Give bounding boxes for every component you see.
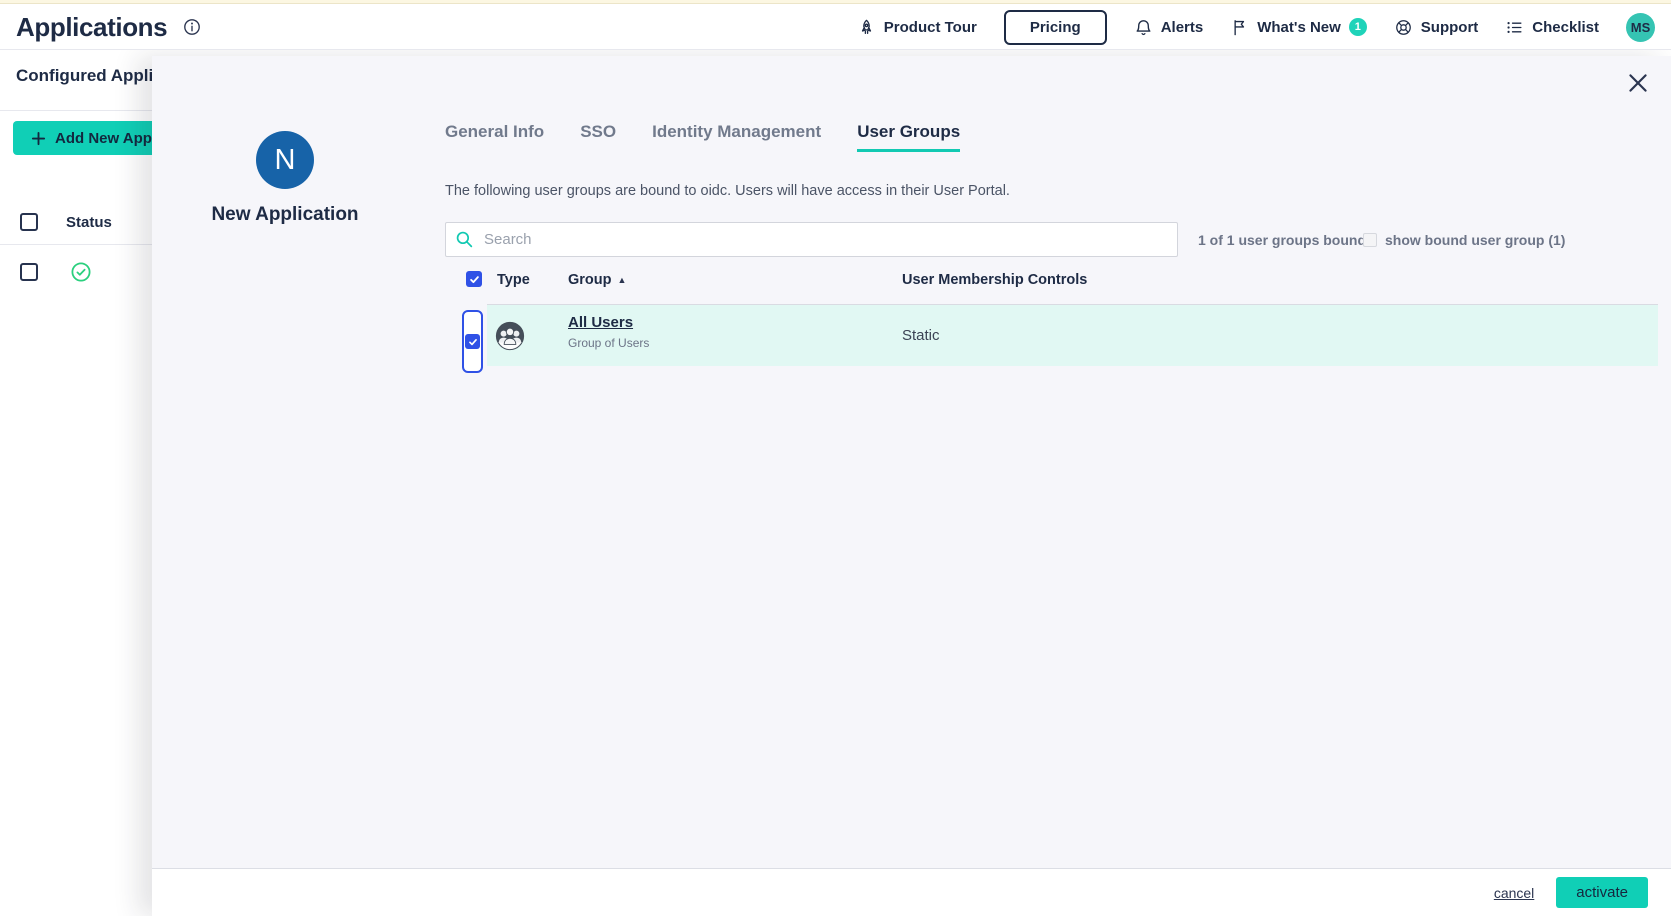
status-column-header: Status — [66, 214, 112, 231]
activate-button[interactable]: activate — [1556, 877, 1648, 908]
checklist-label: Checklist — [1532, 18, 1599, 36]
group-row-all-users[interactable]: All Users Group of Users Static — [487, 304, 1658, 366]
alerts-label: Alerts — [1160, 18, 1204, 36]
tab-general-info[interactable]: General Info — [445, 122, 545, 141]
application-config-panel: N New Application General Info SSO Ident… — [152, 56, 1671, 916]
rocket-icon — [857, 18, 876, 37]
top-accent-strip — [0, 0, 1671, 4]
group-column-label: Group — [568, 272, 612, 288]
product-tour-link[interactable]: Product Tour — [857, 18, 977, 37]
flag-icon — [1230, 18, 1249, 37]
user-group-icon — [495, 321, 525, 351]
group-row-checkbox[interactable] — [465, 334, 480, 349]
search-icon — [455, 230, 474, 249]
user-groups-description: The following user groups are bound to o… — [445, 183, 1010, 199]
cancel-link[interactable]: cancel — [1493, 884, 1535, 901]
group-row-checkbox-focus — [462, 310, 483, 373]
show-bound-checkbox[interactable] — [1363, 233, 1377, 247]
checklist-icon — [1505, 18, 1524, 37]
alerts-link[interactable]: Alerts — [1134, 18, 1204, 37]
select-all-apps-checkbox[interactable] — [20, 213, 38, 231]
select-all-groups-checkbox[interactable] — [466, 271, 482, 287]
support-label: Support — [1420, 18, 1479, 36]
group-description: Group of Users — [568, 336, 650, 350]
tab-sso[interactable]: SSO — [580, 122, 617, 141]
type-column-header: Type — [497, 272, 530, 288]
app-row-checkbox[interactable] — [20, 263, 38, 281]
product-tour-label: Product Tour — [883, 18, 977, 36]
header-nav: Product Tour Pricing Alerts What's New 1 — [857, 9, 1655, 45]
group-name-link[interactable]: All Users — [568, 314, 634, 331]
page-title: Applications — [16, 11, 168, 42]
user-avatar[interactable]: MS — [1626, 12, 1655, 42]
bound-groups-summary: 1 of 1 user groups bound — [1198, 232, 1367, 248]
close-icon[interactable] — [1625, 70, 1651, 96]
group-search — [445, 222, 1178, 257]
whats-new-badge: 1 — [1348, 18, 1367, 36]
application-name: New Application — [211, 204, 359, 225]
show-bound-label[interactable]: show bound user group (1) — [1385, 232, 1566, 248]
group-column-header[interactable]: Group ▲ — [568, 272, 626, 288]
membership-column-header: User Membership Controls — [902, 272, 1088, 288]
group-membership-value: Static — [902, 327, 940, 344]
sort-asc-icon: ▲ — [617, 275, 627, 285]
application-avatar: N — [256, 131, 314, 189]
panel-tabs: General Info SSO Identity Management Use… — [445, 122, 961, 152]
info-icon[interactable] — [183, 18, 201, 36]
status-active-icon — [70, 261, 92, 283]
life-ring-icon — [1394, 18, 1413, 37]
tab-identity-management[interactable]: Identity Management — [652, 122, 822, 141]
whats-new-link[interactable]: What's New 1 — [1230, 18, 1367, 37]
support-link[interactable]: Support — [1394, 18, 1479, 37]
checklist-link[interactable]: Checklist — [1505, 18, 1599, 37]
panel-footer: cancel activate — [152, 868, 1671, 916]
whats-new-label: What's New — [1257, 18, 1341, 36]
tab-user-groups[interactable]: User Groups — [857, 122, 961, 152]
search-input[interactable] — [445, 222, 1178, 257]
app-header: Applications Product Tour Pricing — [0, 5, 1671, 50]
pricing-button[interactable]: Pricing — [1003, 9, 1107, 45]
plus-icon — [31, 131, 46, 146]
bell-icon — [1134, 18, 1153, 37]
